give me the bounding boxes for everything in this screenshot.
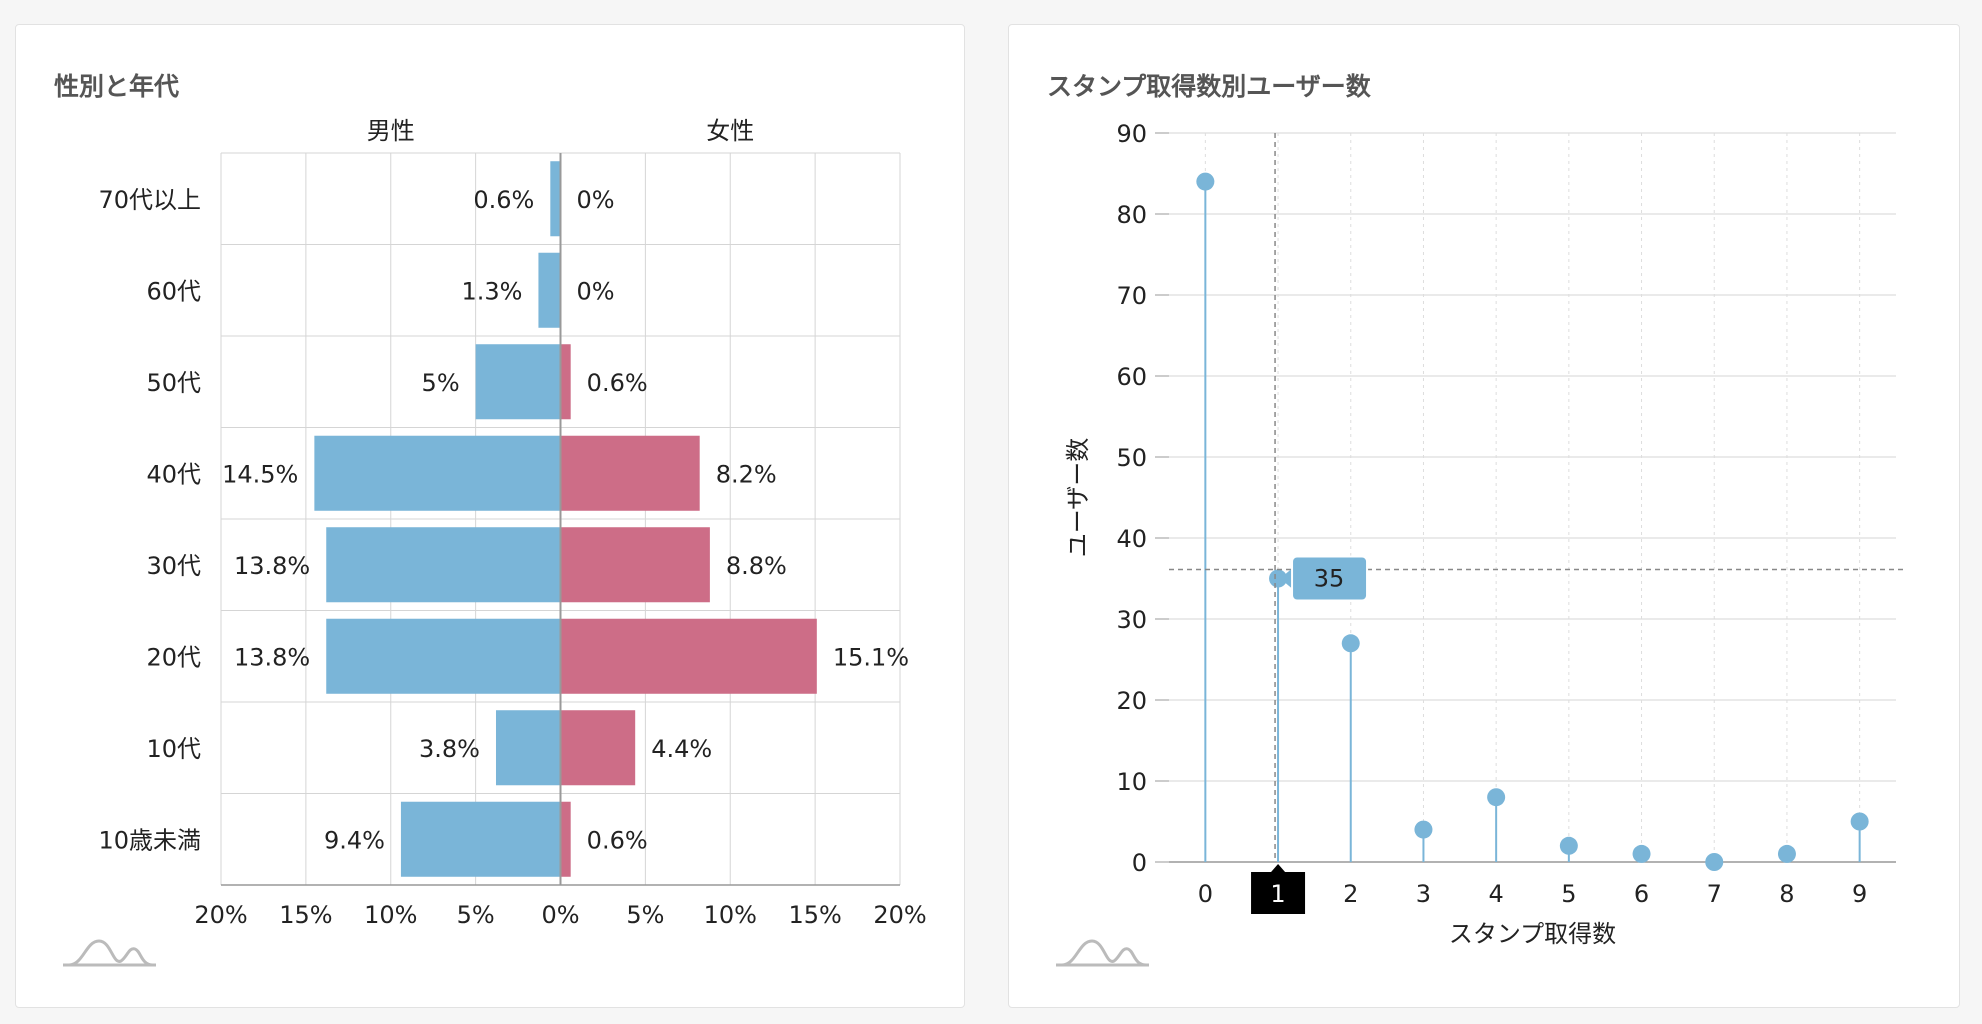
x-tick-label: 3	[1416, 880, 1431, 908]
category-label: 70代以上	[98, 186, 201, 214]
y-tick-label: 40	[1116, 525, 1147, 553]
male-bar	[550, 161, 561, 237]
category-label: 10歳未満	[98, 826, 201, 854]
x-tick-label: 2	[1343, 880, 1358, 908]
male-value-label: 3.8%	[419, 735, 480, 763]
x-tick-label: 5%	[457, 901, 495, 929]
female-bar	[560, 344, 571, 420]
lollipop-dot	[1705, 853, 1724, 871]
female-value-label: 8.2%	[716, 460, 777, 488]
x-tick-label: 1	[1270, 880, 1285, 908]
panel-title: 性別と年代	[54, 72, 180, 101]
tooltip-box	[1291, 555, 1369, 602]
lollipop-dot	[1487, 788, 1506, 807]
male-bar	[475, 344, 561, 420]
series-header-female: 女性	[706, 117, 754, 145]
y-tick-label: 60	[1116, 363, 1147, 391]
male-bar	[400, 801, 561, 877]
male-bar	[326, 527, 561, 603]
y-tick-label: 20	[1116, 687, 1147, 715]
x-tick-label: 5%	[626, 901, 664, 929]
female-bar	[560, 527, 710, 603]
chart-logo-icon	[63, 939, 156, 967]
x-tick-label: 0%	[541, 901, 579, 929]
x-tick-label: 15%	[788, 901, 841, 929]
lollipop-dot	[1414, 820, 1433, 839]
male-bar	[326, 618, 561, 694]
chart-logo-icon	[1056, 939, 1149, 967]
gender-age-panel: 性別と年代 20% 15% 10% 5% 0% 5% 10% 15% 20% 男性 女性 70代以上 0…	[15, 24, 965, 1008]
lollipop-dot	[1196, 172, 1215, 191]
x-tick-label: 0	[1198, 880, 1213, 908]
female-bar	[560, 618, 817, 694]
x-tick-label: 20%	[873, 901, 926, 929]
stamp-users-chart: 0 10 20 30 40 50 60 70 80 90 0 1 2 3 4 5 6 7 8 9 スタンプ取得数 ユーザー…	[1064, 120, 1904, 948]
female-value-label: 15.1%	[833, 643, 909, 671]
female-bar	[560, 710, 636, 786]
x-tick-highlight-pointer	[1271, 864, 1286, 872]
female-bar	[560, 435, 700, 511]
female-bar	[560, 801, 571, 877]
lollipop-dot	[1341, 634, 1360, 653]
x-tick-label: 10%	[704, 901, 757, 929]
female-value-label: 0.6%	[587, 369, 648, 397]
x-tick-label: 4	[1489, 880, 1504, 908]
stamp-users-panel: スタンプ取得数別ユーザー数 0 10 20 30 40 50 60 70 80 90 0 1 2 3 4 5 6…	[1008, 24, 1960, 1008]
male-bar	[495, 710, 561, 786]
y-tick-label: 70	[1116, 282, 1147, 310]
male-value-label: 13.8%	[234, 643, 310, 671]
x-tick-label: 20%	[194, 901, 247, 929]
x-tick-label: 7	[1707, 880, 1722, 908]
female-value-label: 0.6%	[587, 826, 648, 854]
gender-age-chart: 20% 15% 10% 5% 0% 5% 10% 15% 20% 男性 女性 70代以上 0.6% 0% 6…	[98, 117, 926, 929]
x-tick-label: 5	[1561, 880, 1576, 908]
y-tick-label: 10	[1116, 768, 1147, 796]
y-tick-label: 80	[1116, 201, 1147, 229]
x-tick-label: 6	[1634, 880, 1649, 908]
male-value-label: 13.8%	[234, 552, 310, 580]
male-value-label: 14.5%	[222, 460, 298, 488]
lollipop-dot	[1632, 844, 1651, 863]
category-label: 30代	[146, 552, 201, 580]
category-label: 10代	[146, 735, 201, 763]
series-header-male: 男性	[367, 117, 415, 145]
y-tick-label: 30	[1116, 606, 1147, 634]
male-value-label: 9.4%	[324, 826, 385, 854]
male-value-label: 0.6%	[473, 186, 534, 214]
lollipop-dot	[1777, 844, 1796, 863]
female-value-label: 4.4%	[651, 735, 712, 763]
lollipop-dot	[1269, 569, 1288, 588]
male-bar	[314, 435, 561, 511]
x-tick-label: 10%	[364, 901, 417, 929]
category-label: 20代	[146, 643, 201, 671]
x-tick-label: 15%	[279, 901, 332, 929]
x-axis-title: スタンプ取得数	[1449, 920, 1616, 948]
male-value-label: 5%	[422, 369, 460, 397]
lollipop-dot	[1559, 836, 1578, 855]
female-value-label: 8.8%	[726, 552, 787, 580]
male-value-label: 1.3%	[461, 277, 522, 305]
female-value-label: 0%	[577, 277, 615, 305]
tooltip-value: 35	[1314, 565, 1345, 593]
lollipop-dot	[1850, 812, 1869, 831]
x-tick-label: 9	[1852, 880, 1867, 908]
category-label: 60代	[146, 277, 201, 305]
tooltip-pointer	[1280, 568, 1293, 589]
x-tick-label: 8	[1779, 880, 1794, 908]
panel-title: スタンプ取得数別ユーザー数	[1047, 72, 1371, 101]
y-tick-label: 0	[1132, 849, 1147, 877]
x-tick-highlight	[1251, 872, 1306, 914]
y-axis-title: ユーザー数	[1064, 438, 1092, 558]
male-bar	[538, 252, 561, 328]
category-label: 50代	[146, 369, 201, 397]
female-value-label: 0%	[577, 186, 615, 214]
y-tick-label: 90	[1116, 120, 1147, 148]
category-label: 40代	[146, 460, 201, 488]
y-tick-label: 50	[1116, 444, 1147, 472]
